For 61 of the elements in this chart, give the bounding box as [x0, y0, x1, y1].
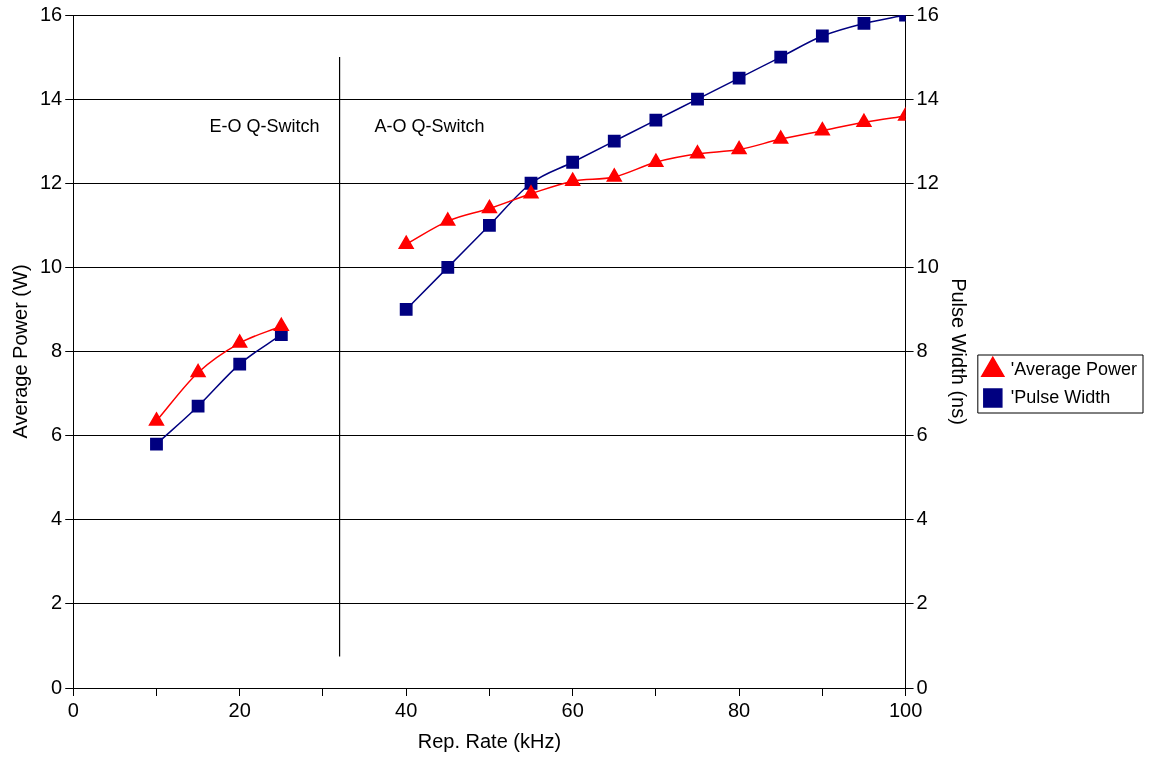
y2-tick-label: 10 [916, 254, 939, 277]
legend-label: 'Pulse Width [1010, 386, 1111, 407]
point [856, 113, 872, 128]
point [483, 218, 496, 232]
annotation: E-O Q-Switch [209, 115, 320, 136]
point [649, 113, 663, 127]
y2-tick-label: 16 [916, 2, 939, 25]
legend-label: 'Average Power [1010, 358, 1138, 379]
y2-tick-label: 14 [916, 86, 939, 109]
x-tick-label: 100 [888, 698, 923, 721]
y-tick-label: 6 [51, 423, 63, 446]
point [191, 399, 205, 413]
point [732, 71, 746, 85]
point [774, 50, 788, 64]
point [441, 260, 455, 274]
y-tick-label: 14 [40, 86, 63, 109]
point [773, 130, 789, 144]
y-tick-label: 4 [51, 507, 63, 530]
point [232, 334, 248, 348]
x-axis-title: Rep. Rate (kHz) [417, 729, 562, 752]
point [814, 121, 831, 136]
point [606, 168, 622, 182]
point [440, 212, 456, 226]
y2-tick-label: 8 [916, 339, 928, 362]
annotation: A-O Q-Switch [374, 115, 485, 136]
point [190, 363, 206, 378]
y2-tick-label: 12 [916, 170, 939, 193]
y-tick-label: 12 [40, 170, 63, 193]
y-tick-label: 8 [51, 339, 63, 362]
y2-tick-label: 2 [916, 591, 928, 614]
x-tick-label: 20 [228, 698, 251, 721]
point [273, 317, 290, 332]
point [689, 145, 706, 159]
y-tick-label: 10 [40, 254, 63, 277]
point [233, 357, 247, 371]
y2-tick-label: 6 [916, 423, 928, 446]
point [648, 153, 664, 167]
x-tick-label: 40 [395, 698, 418, 721]
point [857, 17, 871, 30]
point [398, 235, 414, 249]
y2-tick-label: 4 [916, 507, 928, 530]
point [481, 199, 498, 214]
point [564, 172, 581, 186]
x-tick-label: 60 [561, 698, 584, 721]
point [399, 303, 413, 316]
point [566, 155, 580, 169]
y-tick-label: 0 [51, 675, 63, 698]
y2-tick-label: 0 [916, 675, 928, 698]
point [815, 29, 829, 43]
point [731, 140, 747, 155]
y2-axis-title: Pulse Width (ns) [948, 278, 971, 425]
point [523, 185, 539, 199]
point [607, 134, 621, 148]
y-axis-title: Average Power (W) [8, 264, 31, 439]
point [148, 412, 165, 426]
point [150, 437, 163, 451]
y-tick-label: 16 [40, 2, 63, 25]
y-tick-label: 2 [51, 591, 63, 614]
x-tick-label: 0 [67, 698, 79, 721]
x-tick-label: 80 [727, 698, 751, 721]
point [691, 92, 704, 106]
